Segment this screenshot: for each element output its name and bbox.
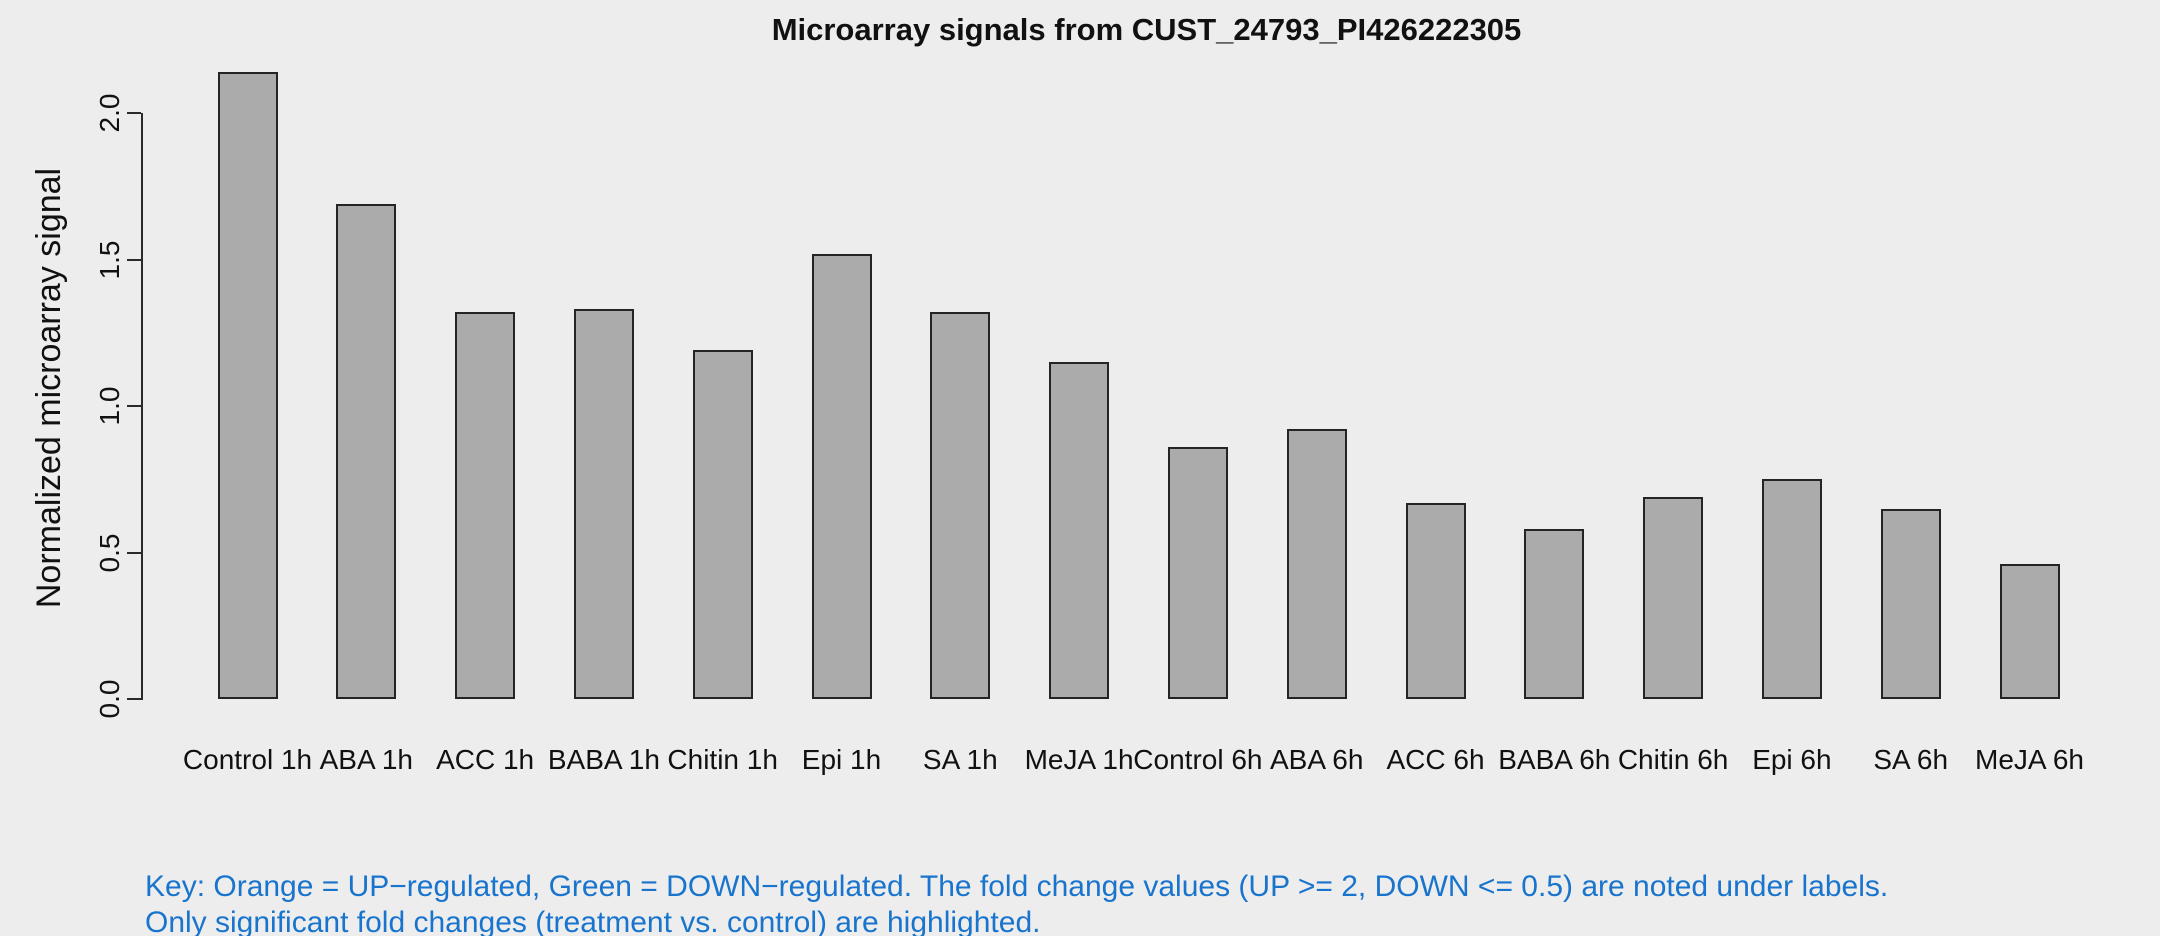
chart-title: Microarray signals from CUST_24793_PI426… <box>771 12 1522 47</box>
bar-control-1h <box>217 71 278 699</box>
bar-aba-1h <box>336 203 397 699</box>
y-tick-mark <box>127 258 141 261</box>
bar-acc-6h <box>1405 502 1466 699</box>
x-tick-label: BABA 6h <box>1498 744 1611 775</box>
y-tick-mark <box>127 698 141 700</box>
y-axis-title: Normalized microarray signal <box>30 167 68 609</box>
x-tick-label: MeJA 6h <box>1975 744 2084 775</box>
x-tick-label: Epi 6h <box>1752 744 1832 775</box>
x-tick-label: Control 1h <box>182 744 313 775</box>
x-tick-label: ABA 6h <box>1269 744 1364 775</box>
x-tick-label: ACC 1h <box>436 744 535 775</box>
bar-control-6h <box>1167 447 1228 699</box>
x-tick-label: SA 1h <box>922 744 998 775</box>
x-tick-label: MeJA 1h <box>1024 744 1134 775</box>
bar-sa-1h <box>930 312 991 699</box>
x-tick-label: Chitin 6h <box>1617 744 1729 775</box>
key-text-line-1: Key: Orange = UP−regulated, Green = DOWN… <box>145 870 1889 903</box>
key-text-line-2: Only significant fold changes (treatment… <box>145 906 1041 936</box>
bar-baba-1h <box>573 309 634 699</box>
bar-meja-1h <box>1049 362 1110 699</box>
x-tick-label: Control 6h <box>1133 744 1263 775</box>
bar-epi-6h <box>1761 479 1822 699</box>
x-tick-label: BABA 1h <box>547 744 660 775</box>
bar-chitin-6h <box>1643 496 1704 699</box>
y-tick-mark <box>127 405 141 407</box>
y-tick-label: 1.0 <box>94 386 125 426</box>
bar-baba-6h <box>1524 529 1585 699</box>
y-tick-label: 2.0 <box>94 93 125 133</box>
bar-aba-6h <box>1286 429 1347 699</box>
y-axis-line <box>141 113 143 700</box>
y-tick-label: 0.0 <box>94 679 125 719</box>
y-tick-mark <box>127 112 141 114</box>
y-tick-label: 0.5 <box>94 533 125 572</box>
x-tick-label: Chitin 1h <box>667 744 778 775</box>
bar-acc-1h <box>455 312 516 699</box>
y-tick-mark <box>127 551 141 554</box>
bar-meja-6h <box>1999 564 2060 699</box>
x-tick-label: SA 6h <box>1873 744 1949 775</box>
y-tick-label: 1.5 <box>94 240 125 279</box>
bar-chitin-1h <box>692 350 753 699</box>
bar-sa-6h <box>1880 508 1941 699</box>
x-tick-label: ACC 6h <box>1386 744 1485 775</box>
x-tick-label: Epi 1h <box>801 744 882 775</box>
x-tick-label: ABA 1h <box>319 744 413 775</box>
bar-epi-1h <box>811 253 872 699</box>
